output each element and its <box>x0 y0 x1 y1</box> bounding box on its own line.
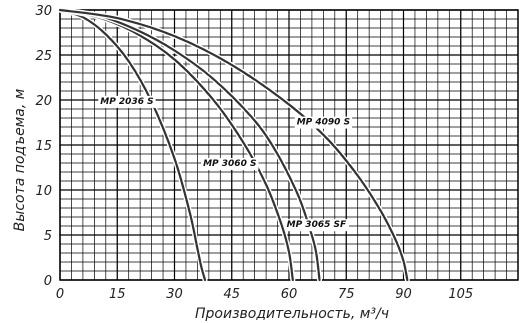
x-tick-label: 30 <box>166 287 183 302</box>
curve-labels: MP 2036 S MP 3060 S MP 3065 SF MP 4090 S <box>98 95 353 232</box>
x-tick-label: 45 <box>223 287 240 302</box>
x-tick-label: 60 <box>281 287 298 302</box>
x-tick-label: 75 <box>338 287 355 302</box>
series-label-3: MP 4090 S <box>297 118 350 128</box>
series-line-3 <box>58 8 409 282</box>
x-tick-label: 90 <box>395 287 412 302</box>
y-axis-label: Высота подъема, м <box>12 88 28 231</box>
series-line-0 <box>58 8 207 282</box>
y-tick-labels: 0 5 10 15 20 25 30 <box>35 4 52 289</box>
y-tick-label: 0 <box>44 274 52 289</box>
x-tick-labels: 0 15 30 45 60 75 90 105 <box>56 287 473 302</box>
series-label-0: MP 2036 S <box>100 97 153 107</box>
curves <box>57 7 410 283</box>
series-label-bg <box>98 95 156 108</box>
y-tick-label: 15 <box>35 139 52 154</box>
x-tick-label: 105 <box>448 287 473 302</box>
y-tick-label: 10 <box>35 184 52 199</box>
y-tick-label: 20 <box>35 94 52 109</box>
y-tick-label: 25 <box>35 49 52 64</box>
series-label-bg <box>201 158 259 170</box>
plot-frame <box>59 9 519 281</box>
series-label-1: MP 3060 S <box>203 159 256 169</box>
x-tick-label: 15 <box>109 287 126 302</box>
y-tick-label: 30 <box>35 4 52 19</box>
series-line-2 <box>58 8 321 282</box>
series-label-2: MP 3065 SF <box>287 220 347 230</box>
y-tick-label: 5 <box>44 229 52 244</box>
series-label-bg <box>284 219 349 232</box>
series-label-bg <box>294 116 353 129</box>
x-tick-label: 0 <box>56 287 64 302</box>
x-axis-label: Производительность, м³/ч <box>195 306 389 322</box>
